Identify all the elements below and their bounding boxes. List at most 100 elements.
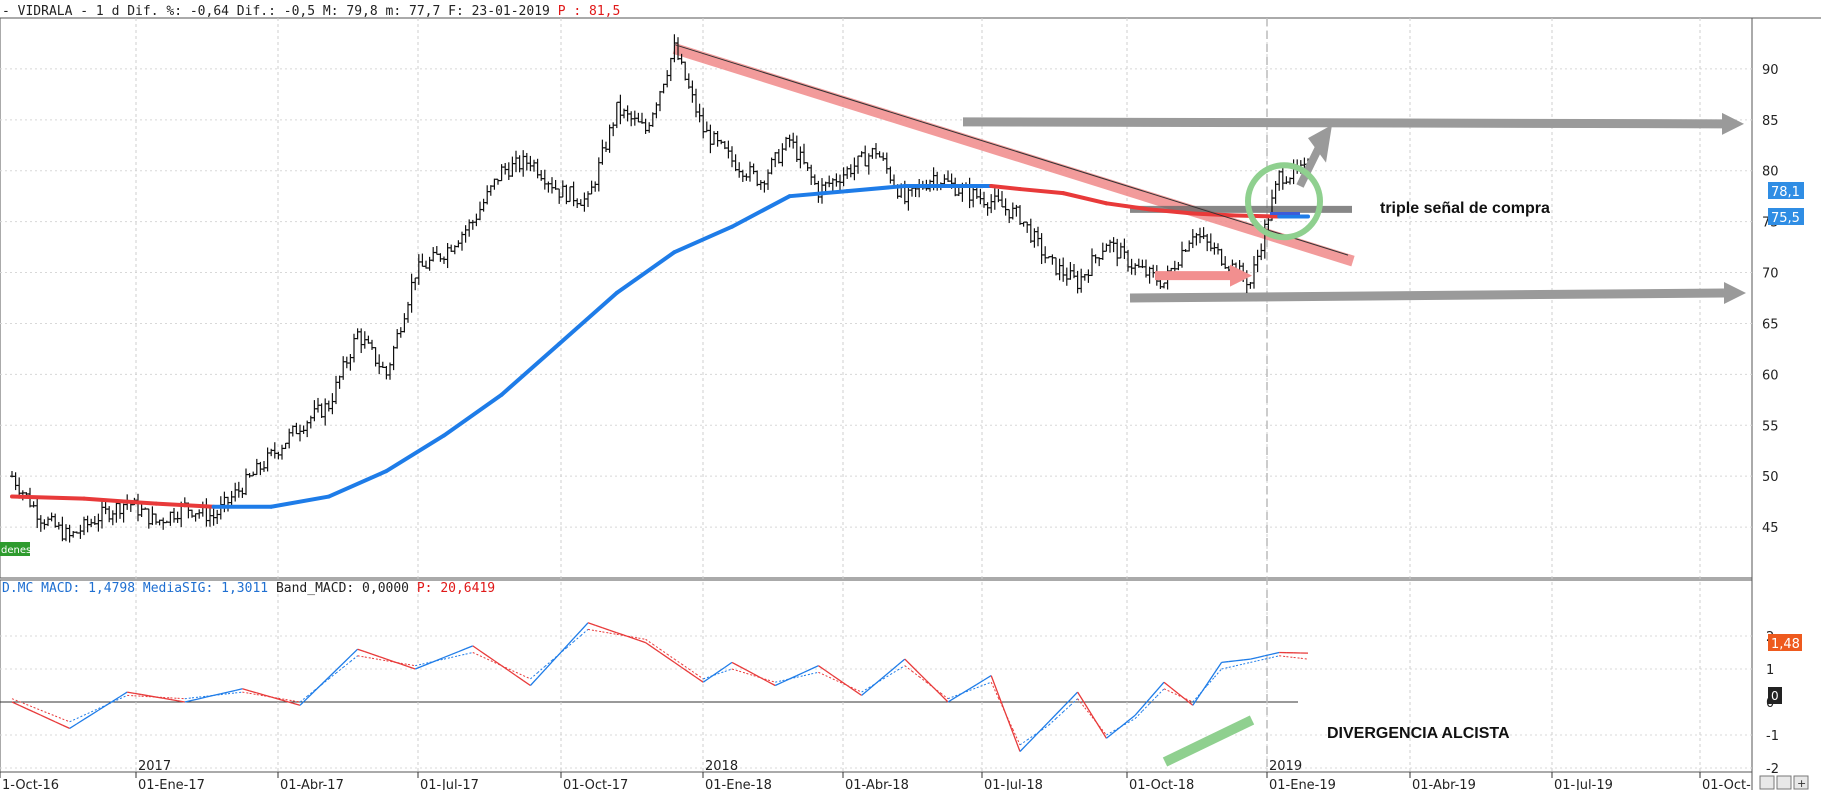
macd-line-segment — [1170, 687, 1179, 695]
signal-line-segment — [429, 660, 437, 663]
signal-line-segment — [1012, 729, 1021, 746]
macd-line-segment — [335, 662, 344, 671]
signal-line-segment — [1062, 704, 1071, 713]
candle — [787, 134, 792, 148]
candle — [521, 150, 526, 177]
macd-line-segment — [818, 665, 826, 672]
candle — [784, 136, 788, 151]
candle — [64, 524, 68, 542]
candle — [391, 345, 396, 371]
macd-line-segment — [1004, 713, 1014, 733]
candle — [226, 496, 230, 512]
ordenes-badge[interactable] — [0, 542, 30, 556]
macd-line-segment — [349, 648, 359, 657]
signal-line-segment — [357, 655, 365, 658]
macd-line-segment — [306, 690, 315, 699]
signal-line-segment — [1221, 666, 1229, 670]
candle — [1086, 269, 1091, 283]
candle — [319, 403, 324, 418]
signal-line-segment — [544, 659, 553, 667]
candle — [1194, 232, 1199, 246]
candle — [704, 121, 709, 133]
candle — [550, 177, 554, 194]
candle — [1162, 282, 1166, 289]
candle — [463, 225, 468, 243]
signal-line-segment — [335, 666, 344, 674]
candle — [341, 356, 346, 380]
macd-line-segment — [47, 717, 56, 723]
candle — [841, 167, 846, 187]
refresh-icon[interactable] — [1759, 775, 1775, 790]
macd-line-segment — [11, 701, 20, 706]
candle — [445, 242, 450, 269]
candle — [172, 507, 176, 523]
candle — [438, 253, 443, 262]
candle — [1072, 263, 1076, 279]
macd-line-segment — [119, 691, 128, 698]
candle — [874, 143, 878, 159]
macd-line-segment — [1026, 736, 1035, 745]
signal-line-segment — [882, 674, 891, 680]
moving-average-segment — [1234, 213, 1282, 219]
signal-line-segment — [206, 694, 214, 697]
signal-line-segment — [1178, 694, 1186, 700]
candle — [614, 101, 619, 129]
candle — [1064, 267, 1069, 286]
ordenes-badge-label: denes — [1, 545, 31, 556]
candle — [49, 512, 54, 522]
candle — [190, 509, 194, 518]
signal-line-segment — [501, 665, 510, 670]
candle — [1273, 181, 1278, 204]
candle — [496, 178, 500, 185]
moving-average-segment — [154, 501, 216, 509]
save-icon[interactable] — [1776, 775, 1792, 790]
candle — [683, 61, 688, 81]
add-icon[interactable] — [1793, 775, 1809, 790]
macd-line-segment — [580, 622, 589, 632]
candle — [553, 179, 558, 190]
candle — [478, 201, 482, 221]
signal-line-segment — [609, 632, 617, 635]
candle — [312, 400, 317, 422]
price-y-tick-0: 45 — [1762, 521, 1779, 536]
candle — [488, 185, 493, 196]
candle — [305, 420, 310, 438]
candle — [89, 518, 94, 528]
candle — [175, 511, 180, 523]
signal-line-segment — [263, 695, 272, 698]
candle — [46, 516, 50, 527]
signal-line-segment — [854, 688, 862, 693]
signal-line-segment — [933, 687, 942, 694]
candle — [272, 442, 277, 459]
candle — [316, 397, 320, 413]
x-tick-label-1: 01-Ene-17 — [138, 778, 205, 790]
signal-line-segment — [271, 696, 279, 699]
candle — [1255, 249, 1260, 273]
signal-line-segment — [947, 695, 956, 700]
candle — [1284, 176, 1289, 185]
candle — [31, 501, 36, 508]
signal-line-segment — [306, 690, 315, 697]
candle — [164, 520, 169, 524]
candle — [103, 501, 108, 515]
candle — [848, 164, 853, 178]
signal-line-segment — [1048, 718, 1057, 726]
signal-line-segment — [739, 670, 747, 674]
macd-header-fields-black: Band_MACD: 0,0000 — [276, 581, 409, 596]
macd-line-segment — [1243, 658, 1251, 661]
signal-line-segment — [1120, 722, 1129, 728]
candle — [694, 88, 698, 118]
signal-line-segment — [1098, 725, 1107, 736]
macd-line-segment — [695, 676, 704, 683]
signal-line-segment — [371, 657, 380, 661]
signal-line-segment — [98, 704, 106, 710]
candle — [348, 354, 353, 371]
signal-line-segment — [983, 681, 992, 686]
candle — [485, 185, 490, 205]
macd-line-segment — [688, 671, 697, 678]
signal-line-segment — [436, 658, 445, 662]
candle — [1075, 270, 1080, 294]
signal-line-segment — [897, 665, 906, 671]
candle — [982, 191, 986, 208]
